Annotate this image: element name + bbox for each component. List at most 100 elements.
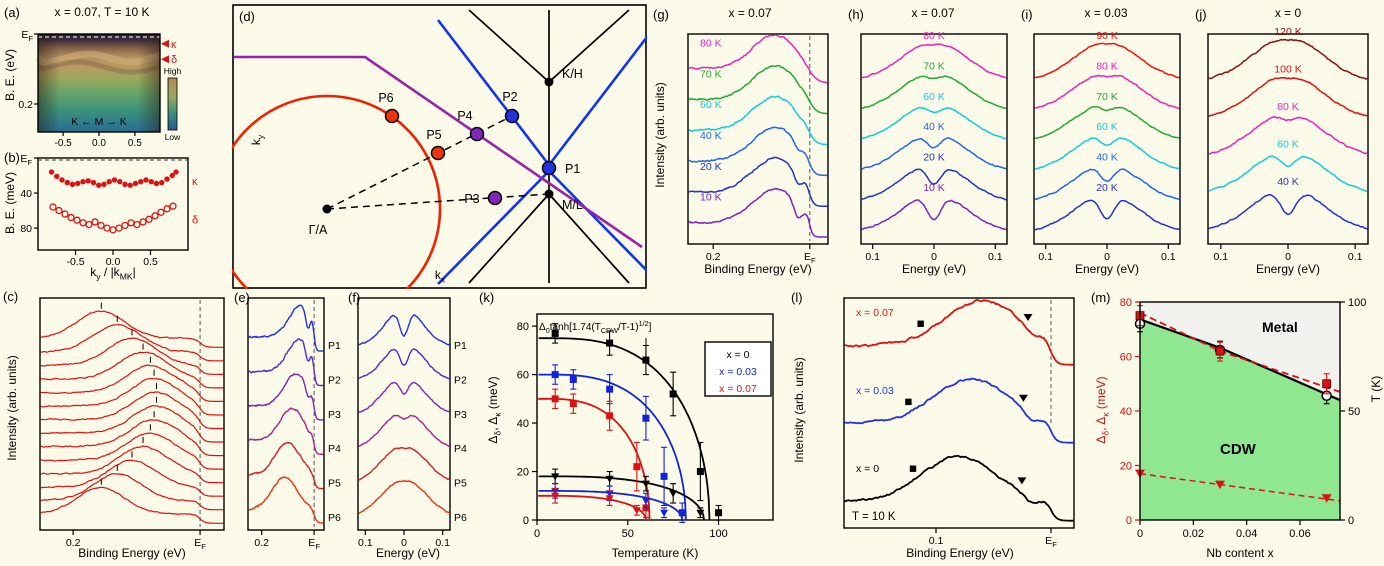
delta-gap-point — [606, 339, 614, 347]
left-tick-label: 20 — [1120, 461, 1132, 473]
delta-band-point — [109, 226, 117, 234]
cdw-region-label: CDW — [1220, 441, 1257, 458]
kappa-band-point — [80, 178, 86, 185]
cut-point-P2 — [504, 108, 520, 124]
cut-point-P3 — [487, 190, 503, 206]
kappa-band-point — [159, 179, 165, 186]
x-tick-label: 0.5 — [128, 138, 142, 149]
x-tick-label: 0.1 — [1161, 251, 1176, 263]
curves-group — [358, 314, 450, 515]
curves-group — [1208, 38, 1368, 230]
curve-n8 — [40, 419, 224, 457]
panel-l: x = 0.07 x = 0.03 x = 0 0.1 EF T = 10 K — [788, 288, 1086, 566]
curve-P6 — [358, 480, 450, 515]
kappa-band-point — [75, 180, 81, 187]
curve-n9 — [40, 432, 224, 470]
curve-label: P4 — [454, 443, 467, 455]
right-tick-label: 50 — [1348, 406, 1360, 418]
panel-j-title: x = 0 — [1274, 6, 1302, 20]
delta-band-point — [97, 221, 105, 230]
curve-label: 70 K — [923, 60, 945, 72]
kappa-gap-point — [669, 490, 678, 498]
square-marker — [909, 465, 917, 472]
curve-P4 — [248, 407, 324, 455]
delta-band-point — [73, 216, 81, 224]
kappa-band-point — [173, 169, 179, 175]
delta-band-point — [103, 224, 111, 232]
curve-label: x = 0.03 — [856, 385, 894, 397]
x-tick-label: 0.1 — [1348, 251, 1363, 263]
curve-label: P3 — [454, 409, 467, 421]
bz-boundary-black — [468, 9, 550, 83]
curve-P2 — [358, 348, 450, 380]
panel-l-xlabel: Binding Energy (eV) — [906, 546, 1014, 560]
panel-j: 120 K 100 K 80 K 60 K 40 K 0.1 0 0.1 — [1192, 4, 1382, 288]
delta-gap-point — [696, 468, 704, 476]
bcs-curve — [538, 494, 647, 521]
cut-point-label: P3 — [464, 192, 479, 206]
left-tick-label: 80 — [1120, 297, 1132, 309]
x-tick-label: 0.2 — [254, 537, 269, 549]
panel-h-xlabel: Energy (eV) — [901, 262, 967, 276]
plot-frame — [37, 157, 189, 251]
bz-boundary-black — [468, 193, 550, 284]
delta-gap-point — [633, 463, 641, 471]
panel-g-ylabel: Intensity (arb. units) — [653, 82, 667, 188]
curve-P5 — [248, 441, 324, 490]
momentum-direction-label: K ← M → K — [71, 116, 126, 128]
band-arrow-label: κ — [171, 39, 177, 51]
curve-P4 — [358, 414, 450, 448]
y-tick-label: 80 — [517, 321, 529, 333]
panel-i-tag: (i) — [1021, 7, 1033, 22]
y-tick-label: EF — [20, 153, 32, 167]
curve-80 K — [861, 43, 1007, 79]
band-arrow-δ — [161, 55, 169, 64]
delta-band-point — [79, 219, 87, 227]
kappa-band-point — [69, 181, 76, 187]
panel-m-canvas: Metal CDW 0 0.02 0.04 0.06 0 20 40 60 80 0 50 100 — [1120, 297, 1367, 540]
high-symmetry-point-K/H — [544, 77, 554, 87]
legend: x = 0 x = 0.03 x = 0.07 — [704, 341, 772, 397]
delta-band-point — [55, 206, 63, 215]
bz-boundary-black — [548, 9, 630, 83]
delta-gap-point — [551, 395, 559, 403]
panel-b: EF 40 80 -0.5 0.0 0.5 κ δ — [2, 150, 200, 288]
panel-j-canvas: 120 K 100 K 80 K 60 K 40 K 0.1 0 0.1 — [1207, 26, 1369, 263]
curve-P1 — [248, 304, 324, 352]
square-marker — [905, 398, 912, 406]
x-tick-label: 0 — [1104, 251, 1110, 263]
x-tick-label: 0.1 — [865, 251, 880, 263]
curve-70 K — [1034, 105, 1180, 140]
kappa-band-point — [96, 182, 102, 188]
plot-frame — [247, 297, 325, 531]
panel-h-tag: (h) — [848, 7, 864, 22]
delta-gap-point — [669, 390, 677, 398]
triangle-marker — [1023, 313, 1033, 321]
curves-group — [688, 34, 828, 238]
x-tick-label: 50 — [622, 528, 634, 540]
delta-band-point — [67, 213, 75, 222]
panel-c-ylabel: Intensity (arb. units) — [5, 355, 19, 461]
kappa-band-point — [59, 177, 65, 183]
curve-n12 — [40, 472, 224, 511]
curve-n5 — [40, 377, 224, 416]
panel-h-canvas: 80 K 70 K 60 K 40 K 20 K 10 K 0.1 0 0.1 — [860, 30, 1008, 263]
curve-80 K — [688, 34, 828, 84]
curve-P6 — [248, 476, 324, 524]
curve-label: 60 K — [700, 99, 722, 111]
x-tick-label: 0.5 — [143, 256, 158, 268]
curve-x = 0 — [844, 454, 1074, 522]
bcs-formula: Δ0tanh[1.74(TCDW/T-1)1/2] — [539, 319, 652, 335]
plot-frame — [39, 297, 225, 531]
curve-n0 — [40, 310, 224, 348]
curve-n11 — [40, 459, 224, 497]
x-tick-label: 0.2 — [706, 251, 721, 263]
curve-n10 — [40, 445, 224, 484]
kappa-gap-point — [1321, 494, 1332, 503]
x-tick-label: 0 — [401, 537, 407, 549]
panel-m-xlabel: Nb content x — [1206, 546, 1274, 560]
left-tick-label: 60 — [1120, 352, 1132, 364]
annotation: T = 10 K — [852, 511, 896, 523]
panel-j-xlabel: Energy (eV) — [1255, 262, 1321, 276]
